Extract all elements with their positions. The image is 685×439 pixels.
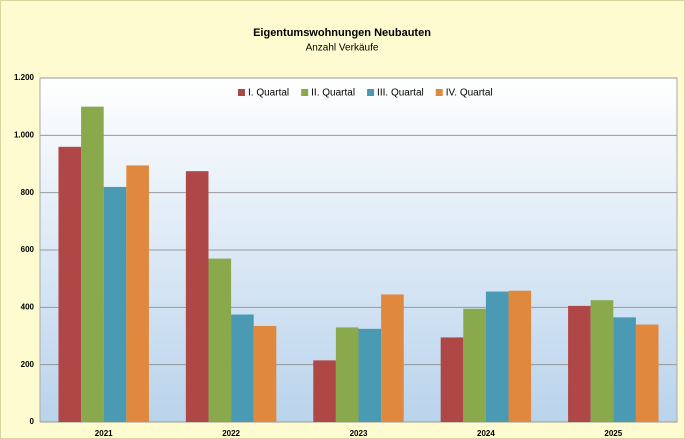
- legend-swatch: [367, 89, 375, 96]
- bar: [590, 300, 614, 422]
- bar: [485, 291, 509, 422]
- bar: [613, 317, 636, 422]
- x-tick-label: 2022: [222, 429, 240, 438]
- y-tick-label: 400: [21, 302, 35, 311]
- legend-label: I. Quartal: [248, 88, 289, 99]
- bar: [635, 324, 659, 422]
- bar: [253, 325, 277, 422]
- x-tick-label: 2023: [350, 429, 368, 438]
- y-tick-label: 1.000: [14, 130, 35, 139]
- bar: [463, 308, 486, 422]
- bar: [358, 328, 382, 422]
- y-tick-label: 600: [21, 245, 35, 254]
- legend-label: III. Quartal: [377, 88, 424, 99]
- legend-label: IV. Quartal: [446, 88, 493, 99]
- legend-swatch: [301, 89, 309, 96]
- chart-subtitle: Anzahl Verkäufe: [306, 43, 379, 54]
- chart-title: Eigentumswohnungen Neubauten: [253, 27, 431, 39]
- bar: [440, 337, 464, 422]
- bar: [381, 294, 404, 422]
- y-tick-label: 200: [21, 360, 35, 369]
- bar: [313, 360, 336, 422]
- bar: [81, 106, 104, 423]
- y-tick-label: 1.200: [14, 73, 35, 82]
- x-tick-label: 2024: [477, 429, 495, 438]
- y-tick-label: 0: [30, 417, 35, 426]
- bar: [185, 171, 209, 422]
- legend-swatch: [238, 89, 245, 96]
- bar: [335, 327, 359, 422]
- bar: [126, 165, 149, 422]
- bar: [568, 305, 591, 422]
- legend-label: II. Quartal: [311, 88, 355, 99]
- bar: [58, 146, 82, 423]
- bar: [231, 314, 254, 422]
- bar: [508, 290, 532, 422]
- x-tick-label: 2021: [95, 429, 113, 438]
- bar: [208, 258, 232, 422]
- legend-swatch: [435, 89, 443, 96]
- y-tick-label: 800: [21, 188, 35, 197]
- x-tick-label: 2025: [604, 429, 622, 438]
- bar: [103, 186, 127, 422]
